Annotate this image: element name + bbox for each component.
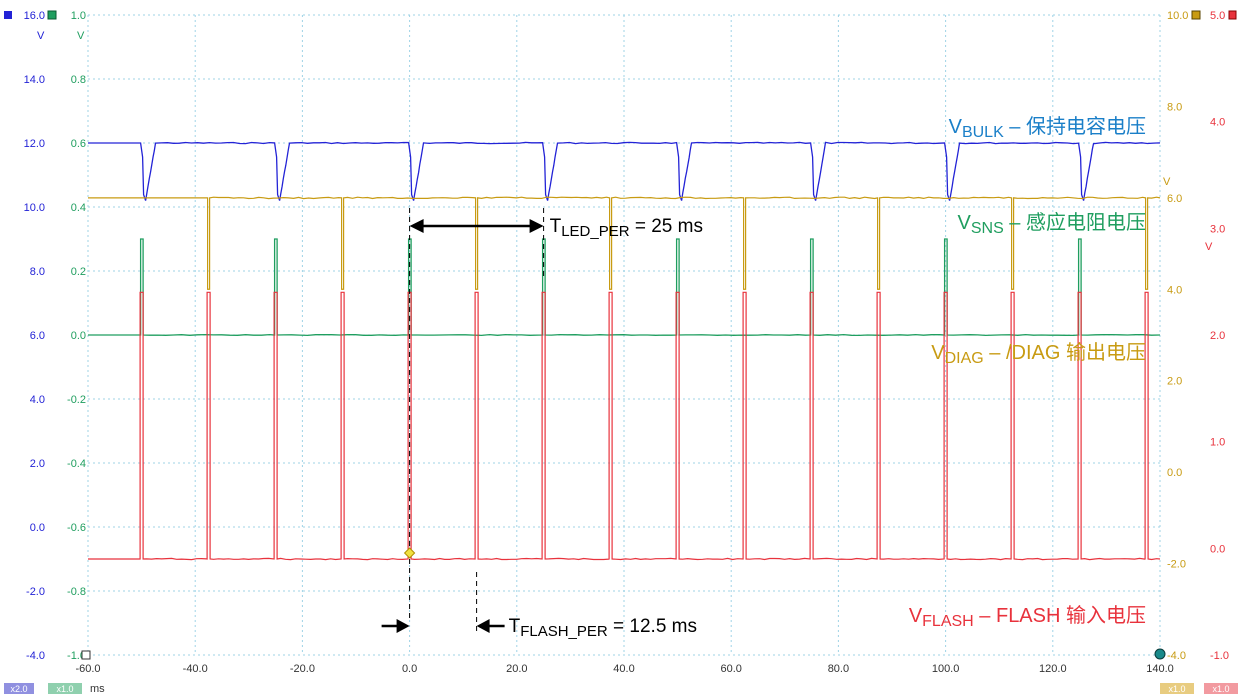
diag-series-label: VDIAG – /DIAG 输出电压 [931,341,1146,367]
trigger-marker [403,547,416,559]
bulk-axis-tick-label: 12.0 [24,138,45,150]
diag-axis-tick-label: 0.0 [1167,467,1182,479]
diag-channel-marker[interactable] [1191,10,1201,20]
led-period-arrowhead-right [529,219,544,233]
bulk-axis-tick-label: 14.0 [24,74,45,86]
led-period-label: TLED_PER = 25 ms [550,216,703,240]
sns-scale-badge [48,683,82,694]
bulk-axis-tick-label: -4.0 [26,650,45,662]
flash-series-label: VFLASH – FLASH 输入电压 [909,604,1146,630]
diag-axis-tick-label: 2.0 [1167,376,1182,388]
flash-scale-badge [1204,683,1238,694]
sns-series-label: VSNS – 感应电阻电压 [958,211,1147,237]
flash-axis-tick-label: -1.0 [1210,650,1229,662]
bulk-series-label: VBULK – 保持电容电压 [949,115,1146,141]
flash-channel-marker[interactable] [1228,10,1237,20]
diag-scale-badge [1160,683,1194,694]
x-axis-tick-label: 120.0 [1039,663,1067,675]
sns-channel-marker[interactable] [47,10,57,20]
flash-scale-badge-label: x1.0 [1212,684,1229,694]
flash-axis-tick-label: 5.0 [1210,10,1225,22]
sns-axis-tick-label: 0.0 [71,330,86,342]
diag-axis-tick-label: 10.0 [1167,10,1188,22]
bulk-axis-tick-label: 10.0 [24,202,45,214]
bulk-axis-tick-label: 4.0 [30,394,45,406]
sns-axis-tick-label: 0.4 [71,202,86,214]
bulk-axis-tick-label: 16.0 [24,10,45,22]
flash-axis-tick-label: 2.0 [1210,330,1225,342]
bulk-trace [87,141,1161,201]
diag-axis-tick-label: -4.0 [1167,650,1186,662]
x-axis-tick-label: 80.0 [828,663,849,675]
sns-axis-tick-label: -0.4 [67,458,86,470]
sns-trace [88,238,1160,337]
scope-controls[interactable]: x2.0 x1.0 ms x1.0 x1.0 [4,10,1238,694]
diag-trace [88,196,1161,290]
led-period-arrowhead-left [409,219,424,233]
bulk-scale-badge-label: x2.0 [10,684,27,694]
diag-axis-tick-label: 6.0 [1167,193,1182,205]
bulk-axis-tick-label: -2.0 [26,586,45,598]
sns-axis-tick-label: 0.6 [71,138,86,150]
x-axis-tick-label: -40.0 [183,663,208,675]
sns-axis-tick-label: -0.6 [67,522,86,534]
sns-axis-tick-label: 1.0 [71,10,86,22]
axes: 16.014.012.010.08.06.04.02.00.0-2.0-4.01… [24,10,1229,675]
sns-axis-tick-label: -0.8 [67,586,86,598]
flash-axis-tick-label: 1.0 [1210,437,1225,449]
sns-scale-badge-label: x1.0 [56,684,73,694]
bulk-scale-badge [4,683,34,694]
diag-axis-unit: V [1163,176,1171,188]
flash-period-label: TFLASH_PER = 12.5 ms [509,616,697,640]
flash-period-arrowhead-right [476,619,490,633]
sns-axis-tick-label: 0.2 [71,266,86,278]
diag-axis-tick-label: 4.0 [1167,284,1182,296]
sns-axis-tick-label: -0.2 [67,394,86,406]
flash-axis-tick-label: 4.0 [1210,117,1225,129]
x-axis-unit: ms [90,683,105,694]
x-axis-tick-label: 140.0 [1146,663,1174,675]
bulk-axis-tick-label: 6.0 [30,330,45,342]
annotations: TLED_PER = 25 ms TFLASH_PER = 12.5 ms [381,208,703,640]
bulk-axis-unit: V [37,30,45,42]
x-end-marker[interactable] [1154,648,1166,660]
flash-period-arrowhead-left [396,619,410,633]
diag-axis-tick-label: 8.0 [1167,101,1182,113]
bulk-axis-tick-label: 8.0 [30,266,45,278]
x-start-marker[interactable] [81,650,91,660]
x-axis-tick-label: 0.0 [402,663,417,675]
x-axis-tick-label: 100.0 [932,663,960,675]
series-labels: VBULK – 保持电容电压 VSNS – 感应电阻电压 VDIAG – /DIAG… [909,115,1146,630]
sns-axis-tick-label: -1.0 [67,650,86,662]
bulk-axis-tick-label: 0.0 [30,522,45,534]
flash-axis-tick-label: 0.0 [1210,543,1225,555]
x-axis-tick-label: -20.0 [290,663,315,675]
x-axis-tick-label: 20.0 [506,663,527,675]
flash-trace [88,291,1161,561]
diag-axis-tick-label: -2.0 [1167,559,1186,571]
diag-scale-badge-label: x1.0 [1168,684,1185,694]
x-axis-tick-label: 40.0 [613,663,634,675]
flash-axis-tick-label: 3.0 [1210,223,1225,235]
bulk-axis-tick-label: 2.0 [30,458,45,470]
x-axis-tick-label: 60.0 [720,663,741,675]
traces [87,141,1161,561]
bulk-channel-marker[interactable] [4,11,12,19]
x-axis-tick-label: -60.0 [75,663,100,675]
sns-axis-unit: V [77,30,85,42]
flash-axis-unit: V [1205,241,1213,253]
sns-axis-tick-label: 0.8 [71,74,86,86]
